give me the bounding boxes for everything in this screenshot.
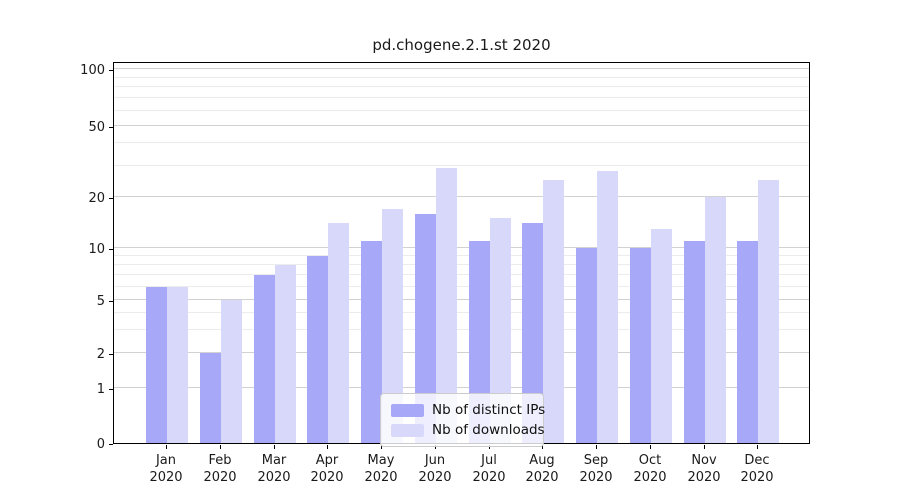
- legend-label-downloads: Nb of downloads: [432, 422, 545, 438]
- bar-downloads: [382, 209, 403, 443]
- chart-title: pd.chogene.2.1.st 2020: [372, 36, 551, 54]
- y-tick-label: 50: [88, 120, 105, 135]
- bar-downloads: [167, 287, 188, 443]
- bar-downloads: [597, 171, 618, 443]
- y-tick-label: 1: [96, 382, 105, 397]
- bar-downloads: [705, 197, 726, 443]
- y-tick-mark: [109, 198, 113, 199]
- major-gridline: [114, 299, 809, 300]
- x-tick-label: Jan 2020: [149, 453, 183, 485]
- x-tick-mark: [704, 445, 705, 449]
- x-tick-mark: [596, 445, 597, 449]
- bar-distinct-ips: [361, 241, 382, 443]
- x-tick-label: Mar 2020: [257, 453, 291, 485]
- bar-downloads: [436, 168, 457, 443]
- x-tick-mark: [489, 445, 490, 449]
- minor-gridline: [114, 142, 809, 143]
- minor-gridline: [114, 286, 809, 287]
- y-tick-mark: [109, 127, 113, 128]
- x-tick-mark: [274, 445, 275, 449]
- bar-distinct-ips: [684, 241, 705, 443]
- y-tick-mark: [109, 389, 113, 390]
- x-tick-label: Apr 2020: [310, 453, 344, 485]
- y-tick-label: 10: [88, 242, 105, 257]
- minor-gridline: [114, 274, 809, 275]
- major-gridline: [114, 196, 809, 197]
- x-tick-mark: [220, 445, 221, 449]
- legend-label-distinct-ips: Nb of distinct IPs: [432, 402, 546, 418]
- bar-downloads: [543, 180, 564, 443]
- legend-swatch-distinct-ips-icon: [391, 403, 424, 417]
- minor-gridline: [114, 312, 809, 313]
- bar-distinct-ips: [146, 287, 167, 443]
- legend-row-downloads: Nb of downloads: [391, 420, 545, 440]
- bar-distinct-ips: [737, 241, 758, 443]
- y-tick-label: 0: [96, 437, 105, 452]
- x-tick-label: Jul 2020: [472, 453, 506, 485]
- bar-distinct-ips: [576, 248, 597, 443]
- x-tick-label: Nov 2020: [687, 453, 721, 485]
- x-tick-mark: [435, 445, 436, 449]
- minor-gridline: [114, 255, 809, 256]
- x-tick-mark: [381, 445, 382, 449]
- legend: Nb of distinct IPs Nb of downloads: [380, 393, 545, 447]
- y-tick-mark: [109, 249, 113, 250]
- minor-gridline: [114, 86, 809, 87]
- bar-distinct-ips: [415, 214, 436, 443]
- bar-distinct-ips: [307, 256, 328, 443]
- x-tick-label: Jun 2020: [418, 453, 452, 485]
- minor-gridline: [114, 77, 809, 78]
- bar-downloads: [651, 229, 672, 443]
- major-gridline: [114, 387, 809, 388]
- bar-distinct-ips: [469, 241, 490, 443]
- y-tick-mark: [109, 301, 113, 302]
- x-tick-mark: [757, 445, 758, 449]
- legend-row-distinct-ips: Nb of distinct IPs: [391, 400, 545, 420]
- major-gridline: [114, 125, 809, 126]
- minor-gridline: [114, 329, 809, 330]
- x-tick-label: Feb 2020: [203, 453, 237, 485]
- bar-downloads: [275, 265, 296, 443]
- y-tick-mark: [109, 354, 113, 355]
- bar-distinct-ips: [522, 223, 543, 443]
- major-gridline: [114, 68, 809, 69]
- bar-distinct-ips: [200, 353, 221, 443]
- x-tick-label: Aug 2020: [525, 453, 559, 485]
- plot-area: [113, 62, 810, 444]
- major-gridline: [114, 352, 809, 353]
- legend-swatch-downloads-icon: [391, 423, 424, 437]
- x-tick-mark: [650, 445, 651, 449]
- x-tick-label: Sep 2020: [579, 453, 613, 485]
- x-tick-mark: [166, 445, 167, 449]
- y-tick-mark: [109, 444, 113, 445]
- x-tick-label: Oct 2020: [633, 453, 667, 485]
- bar-distinct-ips: [630, 248, 651, 443]
- minor-gridline: [114, 97, 809, 98]
- x-tick-label: Dec 2020: [740, 453, 774, 485]
- y-tick-label: 2: [96, 347, 105, 362]
- minor-gridline: [114, 110, 809, 111]
- minor-gridline: [114, 165, 809, 166]
- bar-distinct-ips: [254, 275, 275, 443]
- minor-gridline: [114, 264, 809, 265]
- major-gridline: [114, 247, 809, 248]
- x-tick-label: May 2020: [364, 453, 398, 485]
- y-tick-label: 100: [80, 63, 105, 78]
- x-tick-mark: [542, 445, 543, 449]
- y-tick-label: 20: [88, 191, 105, 206]
- x-tick-mark: [327, 445, 328, 449]
- bar-downloads: [221, 300, 242, 443]
- bar-downloads: [328, 223, 349, 443]
- y-tick-label: 5: [96, 294, 105, 309]
- y-tick-mark: [109, 70, 113, 71]
- bar-downloads: [758, 180, 779, 443]
- bar-downloads: [490, 218, 511, 443]
